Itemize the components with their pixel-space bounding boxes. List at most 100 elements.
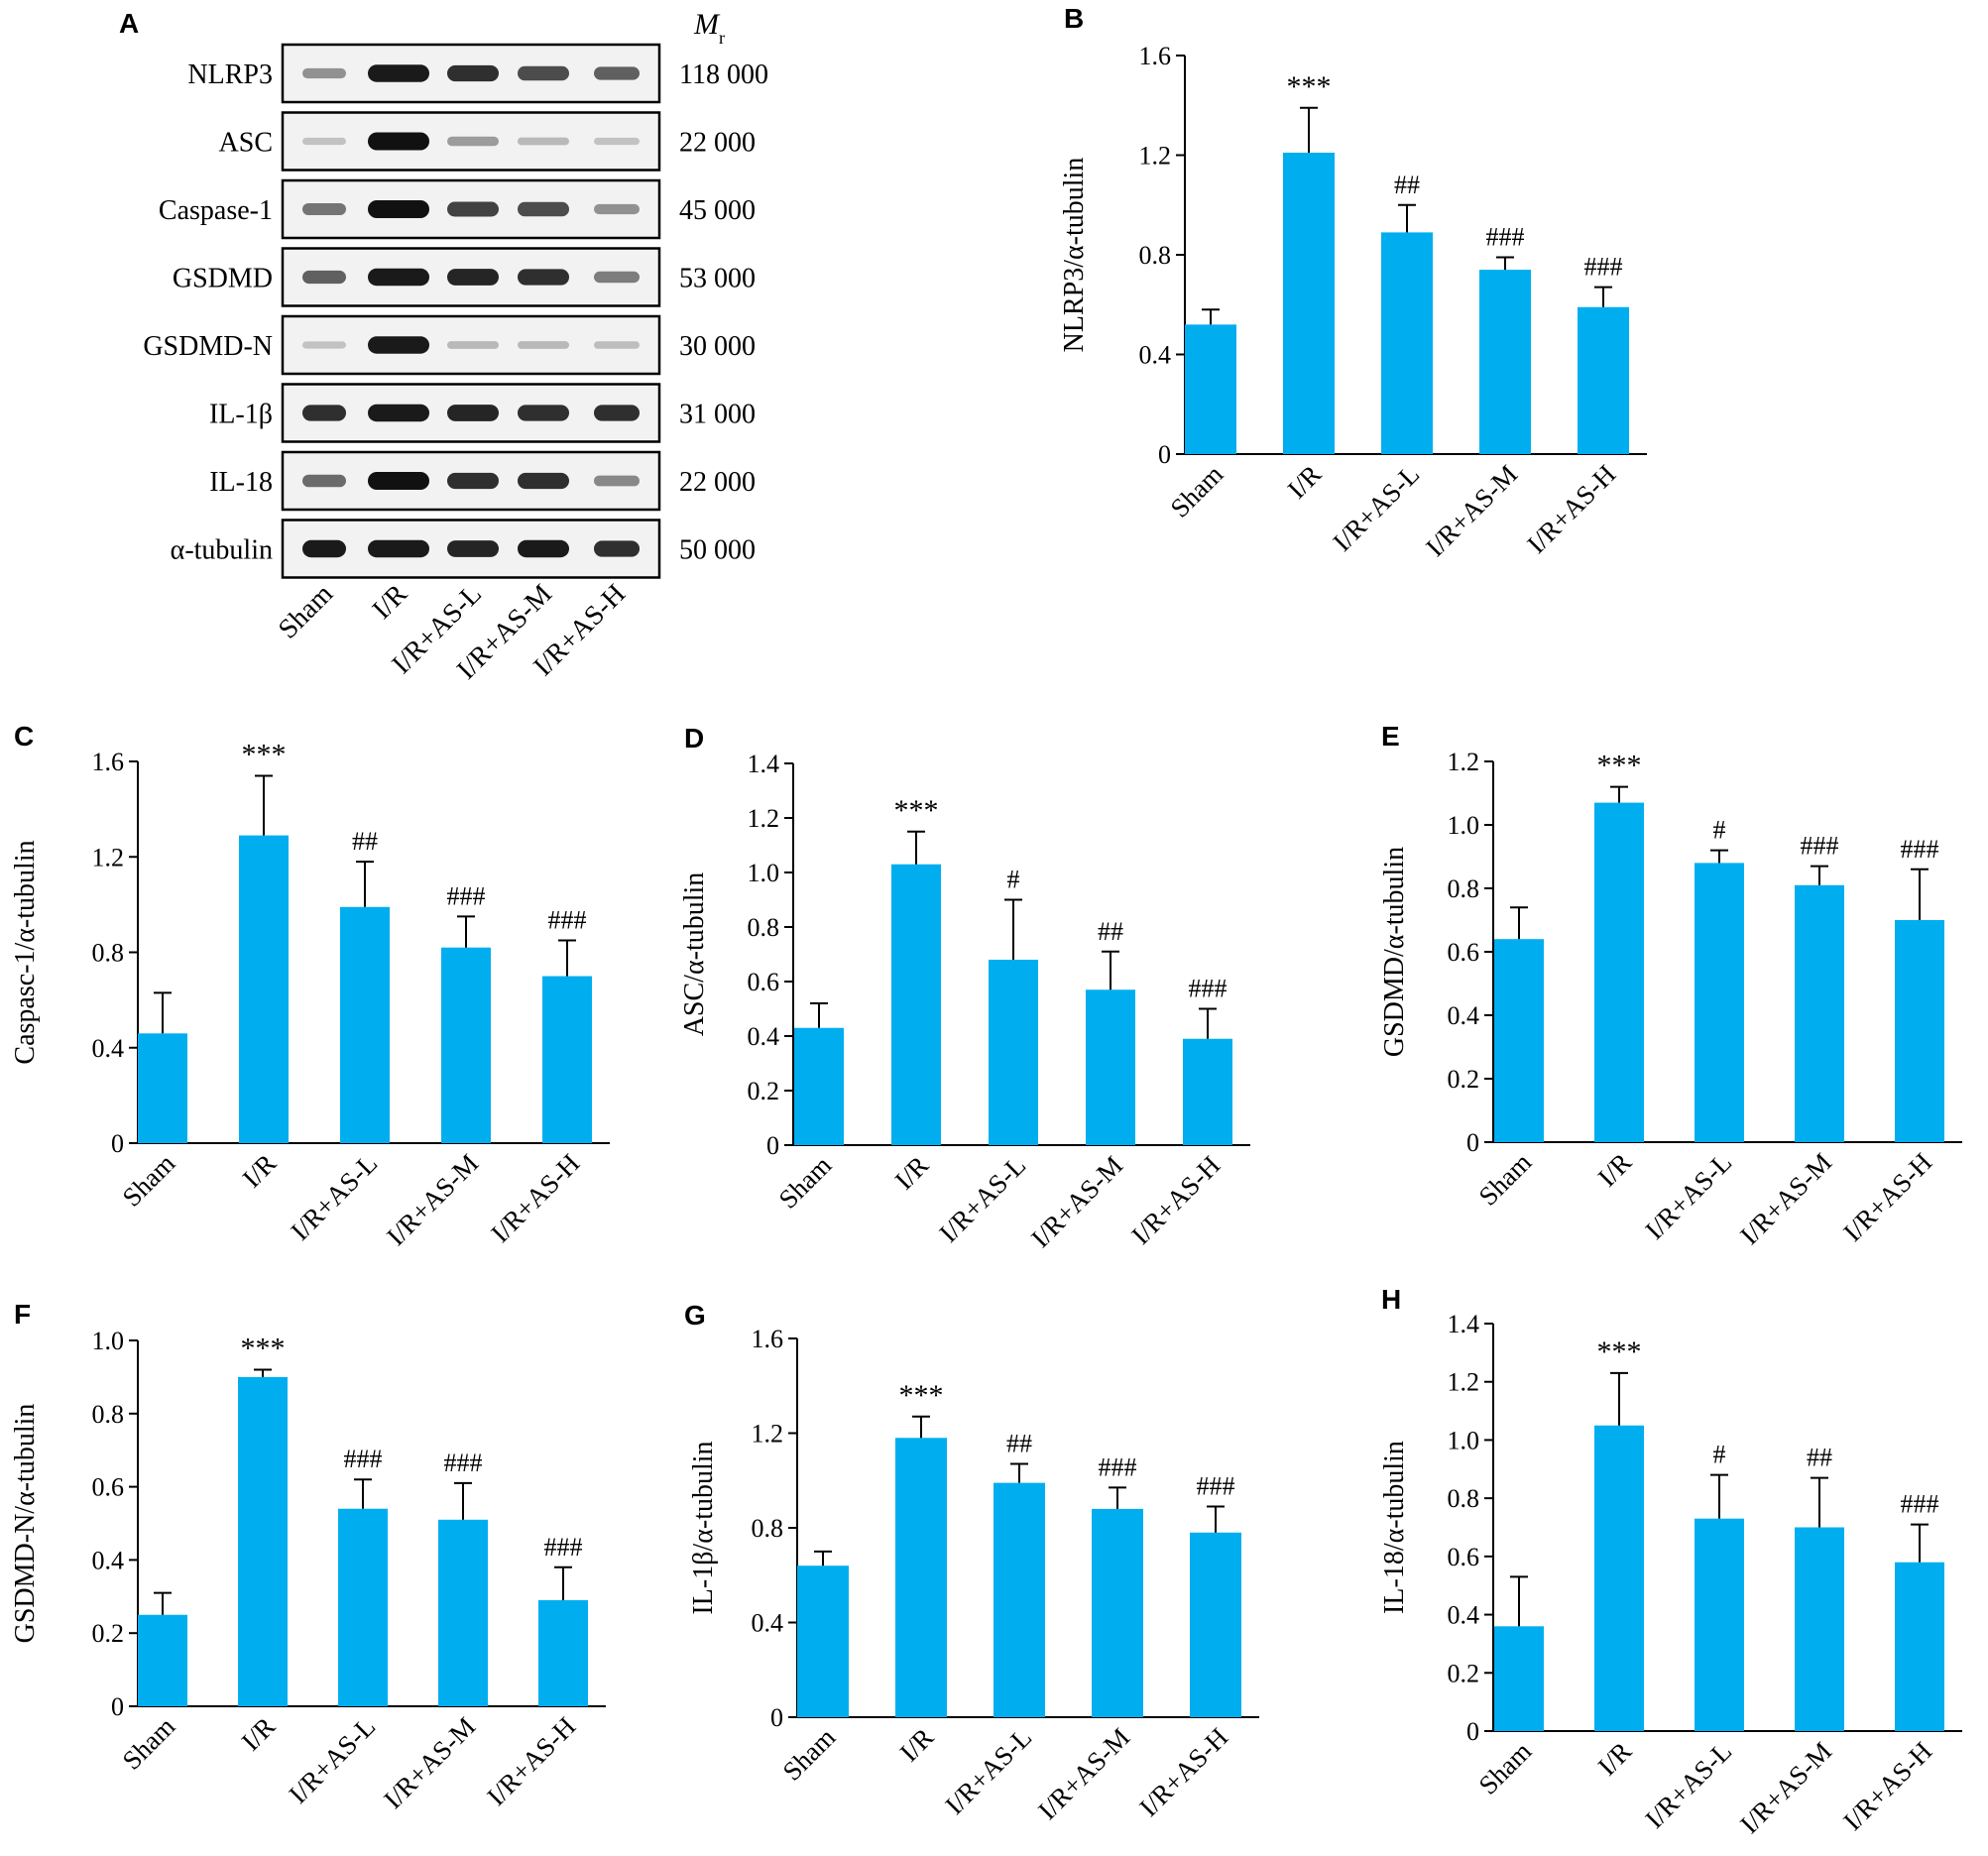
y-tick-label: 0.4 <box>92 1546 125 1574</box>
significance-mark: ## <box>1006 1430 1032 1458</box>
x-tick-label: I/R+AS-L <box>1327 459 1425 557</box>
mr-value: 30 000 <box>679 331 756 362</box>
blot-band <box>302 405 346 421</box>
significance-mark: ### <box>1901 835 1939 864</box>
bar-sham <box>138 1614 187 1706</box>
mr-value: 31 000 <box>679 400 756 430</box>
blot-band <box>302 474 346 488</box>
blot-band <box>447 136 499 147</box>
significance-mark: ## <box>1394 171 1420 199</box>
bar-i-r-as-m <box>441 947 491 1143</box>
blot-row: IL-1β 31 000 <box>209 383 756 443</box>
y-tick-label: 0.8 <box>92 1400 125 1429</box>
x-tick-label: I/R+AS-H <box>1133 1722 1233 1822</box>
y-tick-label: 0 <box>111 1692 124 1721</box>
bar-i-r-as-l <box>1695 863 1744 1142</box>
significance-mark: ### <box>1099 1452 1137 1481</box>
significance-mark: *** <box>1597 1335 1642 1368</box>
y-tick-label: 0.8 <box>1139 241 1172 270</box>
chart-F: F 0 0.2 0.4 0.6 0.8 1.0 GSDMD-N/α-tubulin Sham **… <box>10 1299 606 1814</box>
bar-sham <box>794 1027 844 1145</box>
significance-mark: ### <box>1197 1472 1235 1501</box>
x-tick-label: I/R+AS-H <box>1837 1736 1937 1836</box>
y-tick-label: 0.4 <box>1448 1601 1480 1630</box>
x-tick-label: Sham <box>117 1148 181 1213</box>
y-tick-label: 0 <box>766 1131 779 1160</box>
blot-band <box>302 341 346 349</box>
x-tick-label: Sham <box>1473 1736 1538 1800</box>
significance-mark: *** <box>894 794 939 827</box>
blot-band <box>302 203 346 215</box>
bar-sham <box>1494 939 1544 1142</box>
panel-letter-F: F <box>14 1299 31 1330</box>
bar-sham <box>1185 324 1236 454</box>
y-tick-label: 0.8 <box>1448 1484 1480 1513</box>
blot-band <box>302 539 346 558</box>
protein-label: IL-18 <box>209 467 273 498</box>
blot-band <box>368 539 429 558</box>
chart-D: D 0 0.2 0.4 0.6 0.8 1.0 1.2 1.4 ASC/α-tubulin Sham… <box>679 723 1250 1253</box>
y-axis-label: IL-1β/α-tubulin <box>688 1441 719 1614</box>
blot-band <box>368 336 429 354</box>
bar-i-r-as-m <box>438 1519 488 1706</box>
significance-mark: ### <box>548 905 587 934</box>
bar-i-r-as-l <box>340 906 390 1143</box>
y-tick-label: 1.2 <box>752 1420 784 1449</box>
blot-band <box>368 64 429 82</box>
x-tick-label: I/R+AS-L <box>933 1150 1031 1248</box>
y-axis-label: GSDMD-N/α-tubulin <box>10 1404 41 1644</box>
x-tick-label: I/R+AS-H <box>1125 1150 1226 1250</box>
bar-i-r-as-h <box>1183 1038 1232 1145</box>
y-tick-label: 0.8 <box>748 913 780 942</box>
bar-i-r <box>895 1438 947 1717</box>
x-tick-label: Sham <box>1165 459 1229 523</box>
chart-B: B 0 0.4 0.8 1.2 1.6 NLRP3/α-tubulin Sham *** I/R #… <box>1059 3 1647 562</box>
y-tick-label: 0.8 <box>752 1514 784 1543</box>
x-tick-label: I/R+AS-L <box>1639 1736 1737 1834</box>
y-tick-label: 0.6 <box>92 1473 125 1502</box>
y-tick-label: 1.4 <box>748 750 780 778</box>
y-tick-label: 0 <box>1466 1128 1479 1157</box>
panel-letter-B: B <box>1064 3 1084 34</box>
x-tick-label: I/R <box>889 1150 935 1196</box>
blot-row: GSDMD-N 30 000 <box>143 314 756 376</box>
bar-i-r-as-h <box>1578 306 1629 454</box>
blot-row: ASC 22 000 <box>219 111 756 172</box>
y-tick-label: 1.6 <box>1139 42 1172 70</box>
significance-mark: ### <box>447 881 486 910</box>
mr-value: 118 000 <box>679 59 768 90</box>
blot-band <box>518 137 569 146</box>
x-tick-label: I/R+AS-M <box>1420 459 1523 562</box>
y-tick-label: 0.4 <box>748 1022 780 1051</box>
blot-band <box>518 341 569 349</box>
bar-i-r-as-m <box>1092 1508 1143 1717</box>
y-tick-label: 0.8 <box>1448 874 1480 903</box>
mr-value: 53 000 <box>679 264 756 294</box>
bar-i-r-as-h <box>1895 920 1944 1142</box>
x-tick-label: Sham <box>777 1722 842 1787</box>
bar-i-r-as-l <box>1695 1518 1744 1731</box>
y-axis-label: Caspasc-1/α-tubulin <box>10 840 41 1064</box>
blot-row: α-tubulin 50 000 <box>171 519 756 579</box>
protein-label: ASC <box>219 128 273 159</box>
bar-i-r-as-l <box>1381 232 1433 454</box>
bar-i-r-as-m <box>1795 1527 1844 1731</box>
blot-band <box>447 540 499 557</box>
significance-mark: *** <box>1597 750 1642 782</box>
blot-group-label: Sham <box>273 578 339 644</box>
bar-i-r-as-l <box>994 1482 1045 1717</box>
bar-i-r-as-l <box>338 1508 388 1706</box>
bar-i-r <box>891 864 941 1145</box>
blot-group-label: I/R <box>367 578 413 625</box>
blot-band <box>368 132 429 151</box>
y-tick-label: 1.2 <box>748 804 780 833</box>
x-tick-label: Sham <box>1473 1147 1538 1212</box>
blot-row: NLRP3 118 000 <box>187 43 768 104</box>
blot-band <box>368 200 429 218</box>
mr-header: Mr <box>693 8 725 48</box>
y-axis-label: GSDMD/α-tubulin <box>1379 847 1410 1057</box>
x-tick-label: Sham <box>773 1150 838 1215</box>
mr-subscript: r <box>719 28 725 48</box>
x-tick-label: I/R+AS-M <box>1032 1722 1135 1825</box>
blot-band <box>447 269 499 286</box>
